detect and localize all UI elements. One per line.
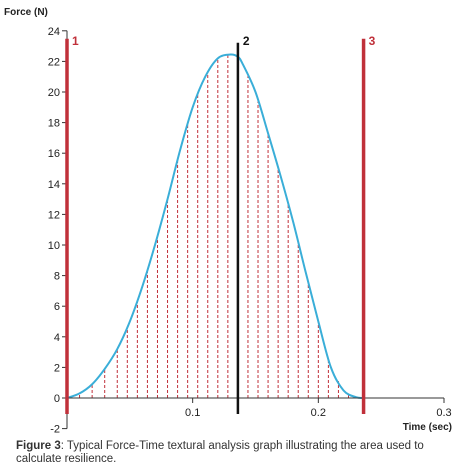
x-axis-title: Time (sec) <box>403 422 452 433</box>
figure-caption: Figure 3: Typical Force-Time textural an… <box>16 440 456 466</box>
y-tick-label: 4 <box>54 332 60 344</box>
y-axis-title: Force (N) <box>4 7 48 18</box>
y-tick-label: 6 <box>54 301 60 313</box>
force-curve-line <box>66 53 364 400</box>
y-tick-label: 8 <box>54 271 60 283</box>
y-tick-label: 14 <box>48 179 60 191</box>
figure-label: Figure 3 <box>16 440 61 452</box>
y-tick-label: 10 <box>48 240 60 252</box>
marker-label-1: 1 <box>72 34 79 48</box>
y-tick-label: 22 <box>48 56 60 68</box>
force-curve <box>66 53 364 400</box>
force-time-chart: Force (N) Time (sec) -202468101214161820… <box>4 7 452 436</box>
y-tick-label: 18 <box>48 118 60 130</box>
y-tick-label: 20 <box>48 87 60 99</box>
x-tick-label: 0.3 <box>436 407 451 419</box>
y-tick-label: 0 <box>54 393 60 405</box>
x-tick-label: 0.2 <box>311 407 326 419</box>
y-tick-label: -2 <box>50 424 60 436</box>
y-tick-label: 24 <box>48 26 60 38</box>
time-markers: 1 2 3 <box>65 34 376 414</box>
y-tick-label: 2 <box>54 362 60 374</box>
y-tick-label: 12 <box>48 209 60 221</box>
marker-label-2: 2 <box>243 34 250 48</box>
y-tick-label: 16 <box>48 148 60 160</box>
caption-text: : Typical Force-Time textural analysis g… <box>16 440 424 465</box>
area-hatch-lines <box>79 55 349 398</box>
marker-label-3: 3 <box>369 34 376 48</box>
x-tick-label: 0.1 <box>185 407 200 419</box>
